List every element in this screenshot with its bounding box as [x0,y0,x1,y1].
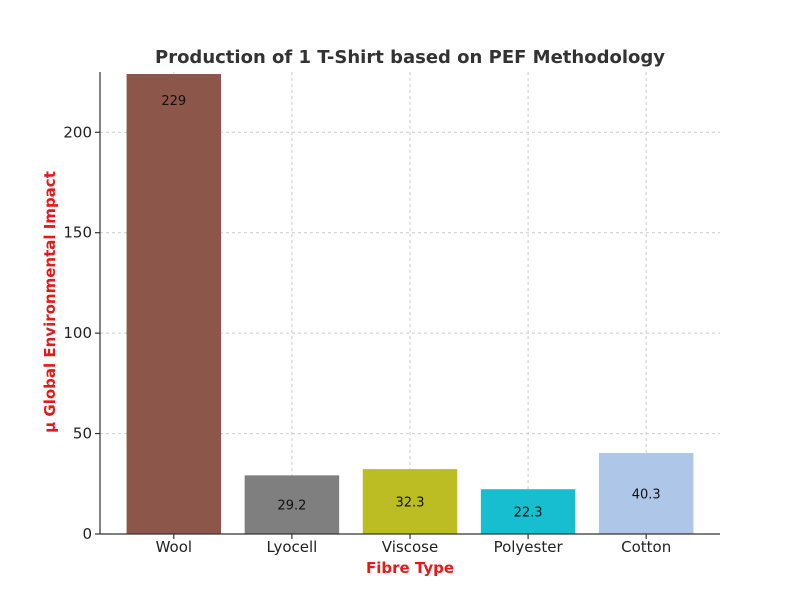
y-tick-label: 150 [63,224,92,242]
bar-value-label: 229 [161,94,186,109]
x-axis-label: Fibre Type [366,559,454,577]
bar-polyester [480,489,576,534]
y-axis-label: μ Global Environmental Impact [41,171,59,433]
bar-value-label: 29.2 [277,499,306,514]
bars [126,74,694,534]
bar-labels: 229 29.2 32.3 22.3 40.3 [161,94,660,521]
x-tick-label: Wool [156,538,192,556]
chart-title: Production of 1 T-Shirt based on PEF Met… [155,47,665,68]
x-tick-label: Viscose [382,538,438,556]
y-tick-label: 200 [63,123,92,141]
bar-cotton [598,453,694,534]
bar-viscose [362,469,458,534]
bar-value-label: 40.3 [632,488,661,503]
x-tick-label: Lyocell [266,538,317,556]
y-tick-label: 50 [73,425,92,443]
bar-lyocell [244,475,340,534]
y-ticks: 0 50 100 150 200 [63,123,100,543]
x-ticks: Wool Lyocell Viscose Polyester Cotton [156,534,671,556]
y-tick-label: 0 [82,525,92,543]
y-tick-label: 100 [63,324,92,342]
bar-value-label: 32.3 [396,496,425,511]
bar-value-label: 22.3 [514,506,543,521]
bar-wool [126,74,222,534]
x-tick-label: Cotton [621,538,671,556]
x-tick-label: Polyester [494,538,564,556]
